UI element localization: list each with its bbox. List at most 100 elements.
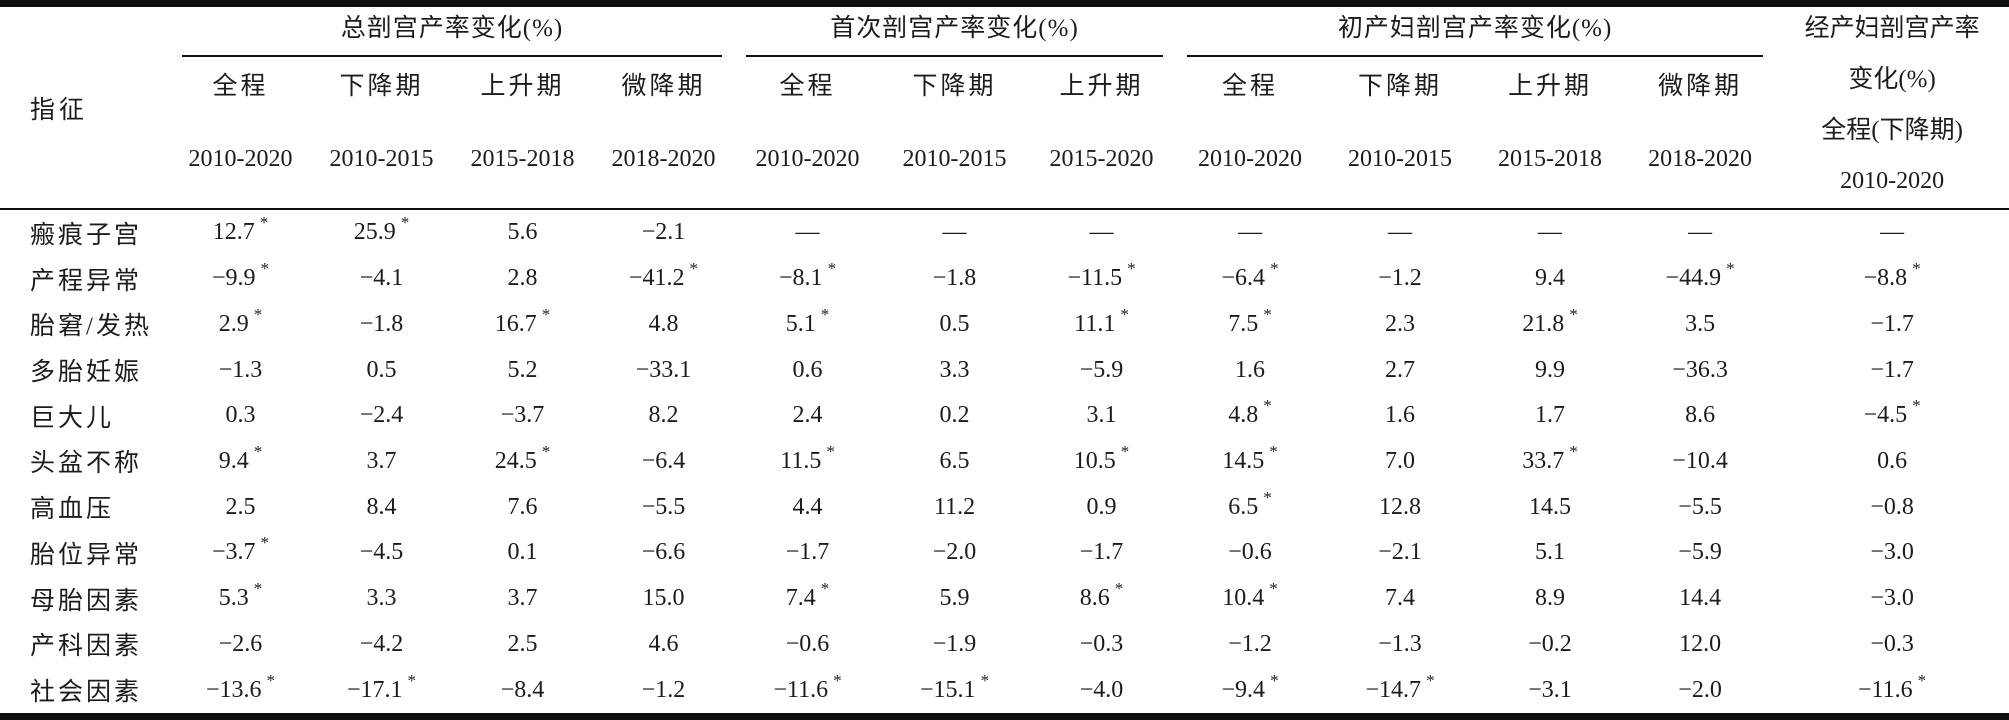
value-cell: 4.8 xyxy=(648,310,679,337)
value-cell: −1.7 xyxy=(785,539,830,566)
value-cell: −13.6 * xyxy=(170,667,311,713)
value-cell: 12.0 xyxy=(1679,630,1722,657)
value-cell: −44.9 * xyxy=(1625,256,1775,302)
value-cell: −5.5 xyxy=(1678,493,1722,520)
value-cell: 5.2 xyxy=(507,356,538,383)
significance-asterisk: * xyxy=(1912,259,1921,279)
value-cell: — xyxy=(1238,219,1263,246)
value-cell: −1.8 xyxy=(932,265,977,292)
value-cell: −1.2 xyxy=(1378,265,1422,292)
value-cell: −8.1 * xyxy=(734,256,881,302)
indication-label: 胎窘/发热 xyxy=(30,313,152,341)
table-row: 产科因素 −2.6 −4.2 2.5 4.6 −0.6 −1.9 −0.3 −1.2 −1.3 −0… xyxy=(0,621,2009,667)
value-cell: −11.6 * xyxy=(734,667,881,713)
group-header-primipara-cs-rate: 初产妇剖宫产率变化(%) xyxy=(1175,7,1775,57)
value-cell: −0.6 xyxy=(1228,539,1272,566)
year-range-header: 2010-2015 xyxy=(881,111,1029,210)
multipara-header-line1: 经产妇剖宫产率 xyxy=(1804,14,1980,42)
value-cell: 5.1 * xyxy=(734,301,881,347)
value-cell: 1.6 xyxy=(1235,356,1266,383)
group-header-total-cs-rate: 总剖宫产率变化(%) xyxy=(170,7,734,57)
significance-asterisk: * xyxy=(541,304,551,324)
value-number: 24.5 xyxy=(494,447,537,474)
value-number: 16.7 xyxy=(494,310,537,337)
value-cell: 3.3 xyxy=(939,356,970,383)
significance-asterisk: * xyxy=(260,259,270,279)
value-cell: −0.2 xyxy=(1528,630,1572,657)
value-cell: 2.4 xyxy=(792,402,823,429)
value-cell: — xyxy=(1880,219,1905,246)
table-row: 社会因素 −13.6 * −17.1 * −8.4 −1.2 −11.6 * −15.1 * −4.0… xyxy=(0,667,2009,713)
significance-asterisk: * xyxy=(1269,441,1278,461)
value-cell: 11.2 xyxy=(933,493,976,520)
value-cell: 3.7 xyxy=(507,585,538,612)
period-header: 全程 xyxy=(212,73,269,100)
value-number: 12.7 xyxy=(212,219,255,246)
value-cell: 7.5 * xyxy=(1175,301,1325,347)
value-cell: −10.4 xyxy=(1672,447,1728,474)
value-cell: −0.8 xyxy=(1870,493,1914,520)
value-cell: −3.0 xyxy=(1870,585,1914,612)
value-cell: 5.3 * xyxy=(170,576,311,622)
group-header-first-cs-rate: 首次剖宫产率变化(%) xyxy=(734,7,1175,57)
value-cell: −1.7 xyxy=(1870,310,1914,337)
value-cell: −2.1 xyxy=(1378,539,1422,566)
significance-asterisk: * xyxy=(1263,396,1272,416)
year-header-row: 2010-2020 2010-2015 2015-2018 2018-2020 … xyxy=(0,111,2009,210)
table-body: 瘢痕子宫 12.7 * 25.9 * 5.6 −2.1— — — — — — — — 产程异常 −9.9 * −4… xyxy=(0,209,2009,713)
value-cell: 5.1 xyxy=(1535,539,1566,566)
value-cell: 6.5 xyxy=(939,447,970,474)
table-row: 多胎妊娠 −1.3 0.5 5.2 −33.1 0.6 3.3 −5.9 1.6 2.7 9.9 −3… xyxy=(0,347,2009,393)
value-number: 7.4 xyxy=(785,585,816,612)
value-cell: 0.2 xyxy=(939,402,970,429)
period-header: 下降期 xyxy=(912,73,997,100)
value-cell: 1.6 xyxy=(1385,402,1416,429)
value-cell: 0.5 xyxy=(366,356,397,383)
value-cell: −1.3 xyxy=(1378,630,1422,657)
value-cell: −3.0 xyxy=(1870,539,1914,566)
value-cell: −9.9 * xyxy=(170,256,311,302)
value-number: −8.8 xyxy=(1863,265,1908,292)
value-cell: −3.1 xyxy=(1528,676,1572,703)
indication-label: 产程异常 xyxy=(30,267,143,295)
value-number: −9.4 xyxy=(1221,676,1266,703)
value-number: −11.5 xyxy=(1067,265,1123,292)
year-range-header: 2018-2020 xyxy=(593,111,735,210)
significance-asterisk: * xyxy=(253,441,263,461)
value-cell: 10.5 * xyxy=(1028,439,1175,485)
value-cell: 14.5 xyxy=(1529,493,1572,520)
year-range-header: 2015-2018 xyxy=(452,111,593,210)
significance-asterisk: * xyxy=(400,213,410,233)
value-number: 7.5 xyxy=(1228,310,1259,337)
value-cell: — xyxy=(795,219,820,246)
significance-asterisk: * xyxy=(1270,670,1279,690)
value-number: −11.6 xyxy=(1858,676,1913,703)
value-cell: 15.0 xyxy=(642,585,685,612)
year-range-header: 2015-2018 xyxy=(1475,111,1626,210)
year-range-header: 2015-2020 xyxy=(1028,111,1176,210)
value-cell: −15.1 * xyxy=(881,667,1028,713)
value-cell: 5.9 xyxy=(939,585,970,612)
value-cell: 9.4 * xyxy=(170,439,311,485)
period-header: 上升期 xyxy=(1059,73,1144,100)
value-number: −44.9 xyxy=(1665,265,1722,292)
value-cell: −1.7 xyxy=(1079,539,1124,566)
value-cell: 0.6 xyxy=(1877,447,1908,474)
value-cell: 4.8 * xyxy=(1175,393,1325,439)
value-cell: −1.9 xyxy=(932,630,977,657)
value-cell: 21.8 * xyxy=(1475,301,1625,347)
value-cell: 14.4 xyxy=(1679,585,1722,612)
table-row: 胎窘/发热 2.9 * −1.8 16.7 * 4.8 5.1 * 0.5 11.1 * 7.5 * 2.3… xyxy=(0,301,2009,347)
significance-asterisk: * xyxy=(1127,259,1136,279)
value-number: 25.9 xyxy=(353,219,396,246)
value-cell: −4.0 xyxy=(1079,676,1124,703)
value-cell: −5.5 xyxy=(641,493,686,520)
indication-label: 多胎妊娠 xyxy=(30,359,143,387)
value-cell: 5.6 xyxy=(507,219,538,246)
value-cell: −4.5 * xyxy=(1775,393,2009,439)
value-cell: −3.7 * xyxy=(170,530,311,576)
value-cell: 14.5 * xyxy=(1175,439,1325,485)
value-cell: −8.8 * xyxy=(1775,256,2009,302)
value-cell: −2.0 xyxy=(932,539,977,566)
indication-label: 高血压 xyxy=(30,496,115,524)
